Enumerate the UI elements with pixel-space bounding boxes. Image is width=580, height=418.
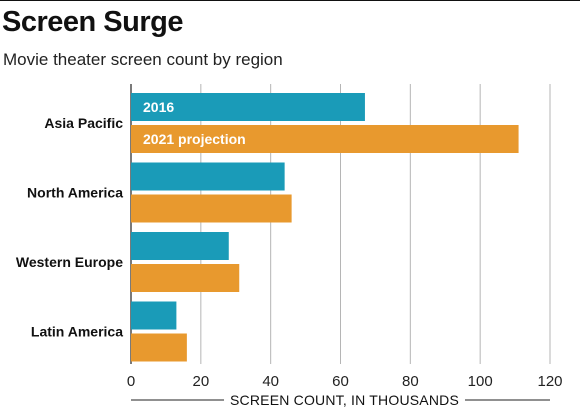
- category-labels: Asia Pacific North America Western Europe L…: [16, 115, 123, 340]
- category-label-asia-pacific: Asia Pacific: [44, 115, 123, 131]
- x-tick-120: 120: [537, 373, 562, 390]
- category-label-western-europe: Western Europe: [16, 254, 123, 270]
- x-tick-80: 80: [402, 373, 419, 390]
- chart-title: Screen Surge: [2, 6, 183, 38]
- bar-latin-america-series-2: [131, 333, 187, 362]
- legend-label-1: 2016: [143, 99, 174, 115]
- bar-north-america-series-1: [131, 162, 285, 191]
- x-axis-title: SCREEN COUNT, IN THOUSANDS: [230, 392, 459, 408]
- x-tick-60: 60: [332, 373, 349, 390]
- top-rule: [0, 0, 580, 1]
- x-tick-40: 40: [262, 373, 279, 390]
- x-tick-100: 100: [468, 373, 493, 390]
- bar-north-america-series-2: [131, 194, 292, 223]
- x-tick-0: 0: [127, 373, 135, 390]
- bars: 2016 2021 projection: [131, 93, 519, 362]
- chart-subtitle: Movie theater screen count by region: [3, 50, 283, 69]
- bar-western-europe-series-1: [131, 232, 229, 260]
- x-tick-20: 20: [192, 373, 209, 390]
- category-label-north-america: North America: [27, 185, 123, 201]
- bar-western-europe-series-2: [131, 264, 240, 292]
- x-axis-title-group: SCREEN COUNT, IN THOUSANDS: [131, 392, 550, 408]
- bar-asia-pacific-series-1: [131, 93, 365, 121]
- category-label-latin-america: Latin America: [31, 324, 123, 340]
- legend-label-2: 2021 projection: [143, 131, 246, 147]
- x-tick-labels: 0 20 40 60 80 100 120: [127, 373, 563, 390]
- bar-asia-pacific-series-2: [131, 125, 519, 153]
- bar-latin-america-series-1: [131, 301, 177, 330]
